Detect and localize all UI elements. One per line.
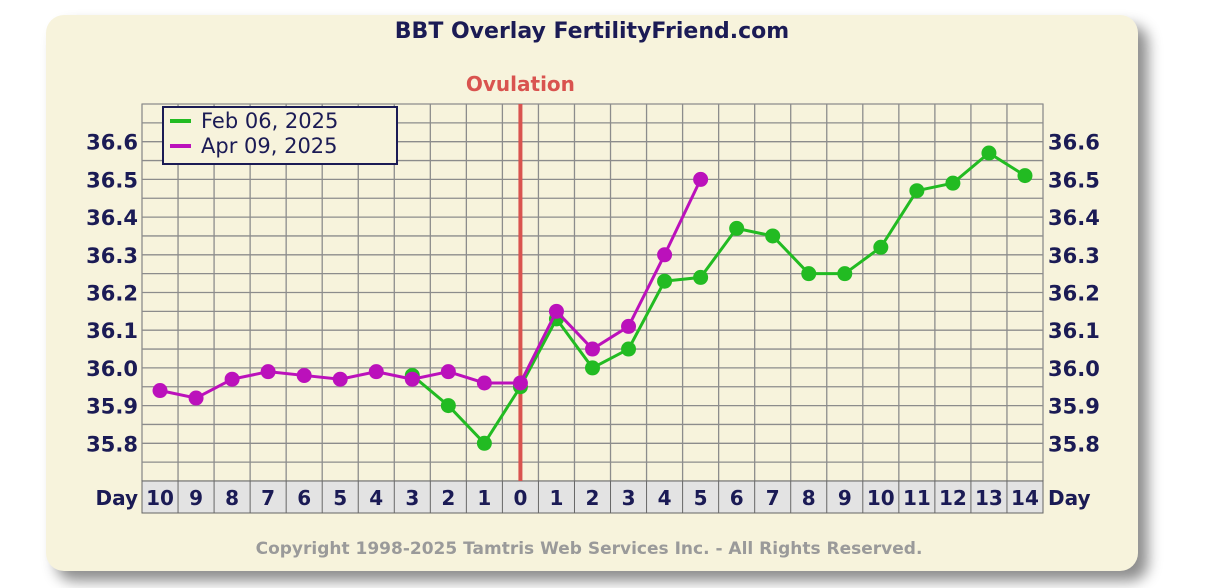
x-tick-label: 11 [903, 486, 931, 510]
data-point [512, 375, 528, 391]
x-tick-label: 9 [189, 486, 203, 510]
y-tick-label-right: 36.0 [1048, 357, 1100, 381]
data-point [801, 266, 817, 282]
y-tick-label-right: 36.4 [1048, 206, 1100, 230]
data-point [476, 375, 492, 391]
legend-label: Feb 06, 2025 [201, 109, 338, 133]
ovulation-label: Ovulation [466, 72, 575, 96]
y-tick-label-right: 36.5 [1048, 168, 1100, 192]
x-tick-label: 13 [975, 486, 1003, 510]
data-point [296, 367, 312, 383]
data-point [981, 145, 997, 161]
series-layer [152, 145, 1033, 451]
grid [141, 103, 1044, 482]
data-point [188, 390, 204, 406]
x-tick-label: 3 [622, 486, 636, 510]
data-point [332, 371, 348, 387]
data-point [476, 435, 492, 451]
legend-box [162, 106, 398, 165]
y-tick-label-right: 36.3 [1048, 244, 1100, 268]
x-tick-label: 3 [405, 486, 419, 510]
x-tick-label: 5 [333, 486, 347, 510]
data-point [440, 364, 456, 380]
y-tick-label-left: 35.8 [86, 432, 138, 456]
data-point [693, 171, 709, 187]
chart-card: BBT Overlay FertilityFriend.com 10 9 8 7 6 5 4… [46, 15, 1138, 571]
data-point [152, 383, 168, 399]
x-tick-label: 10 [867, 486, 895, 510]
data-point [621, 341, 637, 357]
x-tick-label: 5 [694, 486, 708, 510]
copyright-text: Copyright 1998-2025 Tamtris Web Services… [256, 539, 923, 559]
data-point [657, 273, 673, 289]
y-tick-label-right: 36.2 [1048, 282, 1100, 306]
data-point [368, 364, 384, 380]
x-tick-label: 4 [658, 486, 672, 510]
x-tick-label: 2 [441, 486, 455, 510]
x-tick-label: 6 [297, 486, 311, 510]
series-line [159, 178, 702, 400]
x-tick-label: 0 [513, 486, 527, 510]
y-tick-label-right: 35.9 [1048, 395, 1100, 419]
y-tick-label-left: 36.1 [86, 319, 138, 343]
y-axis-ticks: 36.6 36.6 36.5 36.5 36.4 36.4 36.3 36.3 36.2 36.2… [86, 131, 1100, 457]
x-tick-label: 12 [939, 486, 967, 510]
x-tick-label: 6 [730, 486, 744, 510]
x-tick-label: 8 [802, 486, 816, 510]
y-tick-label-right: 35.8 [1048, 432, 1100, 456]
y-tick-label-left: 36.5 [86, 168, 138, 192]
x-axis-label-left: Day [95, 486, 138, 510]
x-tick-label: 7 [766, 486, 780, 510]
data-point [873, 239, 889, 255]
data-point [621, 318, 637, 334]
data-point [224, 371, 240, 387]
data-point [693, 269, 709, 285]
x-tick-label: 14 [1011, 486, 1039, 510]
data-point [404, 371, 420, 387]
data-point [1017, 168, 1033, 184]
chart-svg: BBT Overlay FertilityFriend.com 10 9 8 7 6 5 4… [86, 19, 1100, 559]
x-tick-label: 9 [838, 486, 852, 510]
data-point [657, 247, 673, 263]
plot-area [141, 103, 1044, 514]
series-2 [152, 171, 709, 406]
y-tick-label-left: 36.6 [86, 131, 138, 155]
x-axis-label-right: Day [1048, 486, 1091, 510]
data-point [585, 341, 600, 357]
data-point [909, 183, 925, 199]
x-tick-label: 1 [477, 486, 491, 510]
x-tick-label: 10 [146, 486, 174, 510]
data-point [585, 360, 600, 376]
data-point [945, 175, 961, 191]
data-point [837, 266, 853, 282]
y-tick-label-left: 36.3 [86, 244, 138, 268]
y-tick-label-right: 36.1 [1048, 319, 1100, 343]
legend-label: Apr 09, 2025 [201, 134, 338, 158]
y-tick-label-left: 36.0 [86, 357, 138, 381]
y-tick-label-left: 36.4 [86, 206, 138, 230]
x-tick-label: 4 [369, 486, 383, 510]
y-tick-label-left: 36.2 [86, 282, 138, 306]
chart-title: BBT Overlay FertilityFriend.com [395, 19, 789, 44]
x-tick-label: 7 [261, 486, 275, 510]
data-point [765, 228, 781, 244]
data-point [548, 303, 564, 319]
data-point [260, 364, 276, 380]
y-tick-label-right: 36.6 [1048, 131, 1100, 155]
x-tick-label: 8 [225, 486, 239, 510]
data-point [729, 220, 745, 236]
y-tick-label-left: 35.9 [86, 395, 138, 419]
x-tick-label: 1 [549, 486, 563, 510]
data-point [440, 398, 456, 414]
x-tick-label: 2 [586, 486, 600, 510]
